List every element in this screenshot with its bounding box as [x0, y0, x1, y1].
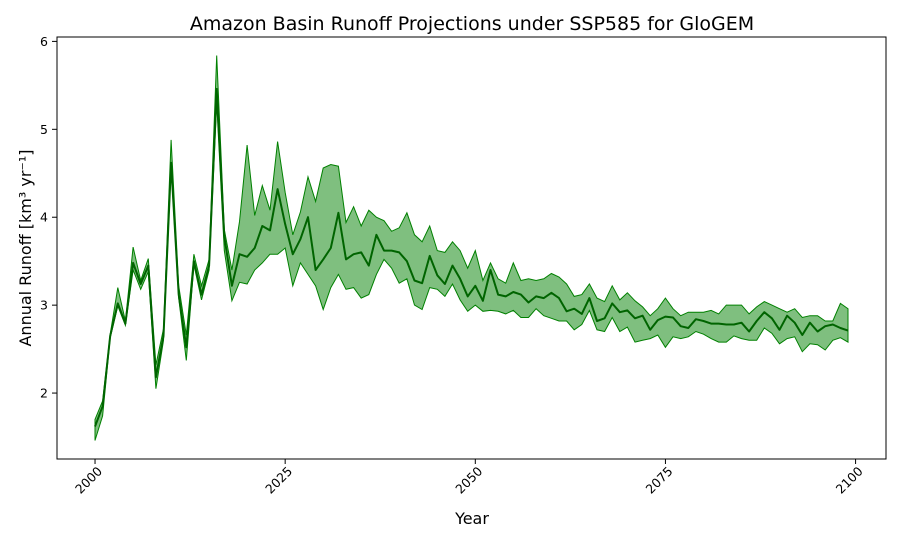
y-tick-label: 6	[40, 34, 48, 49]
plot-frame	[56, 36, 887, 460]
x-tick-label: 2050	[452, 463, 485, 496]
y-tick-label: 5	[40, 122, 48, 137]
y-tick-label: 3	[40, 298, 48, 313]
chart-title: Amazon Basin Runoff Projections under SS…	[190, 13, 754, 35]
y-axis: 2 3 4 5 6	[40, 34, 57, 401]
x-tick-label: 2025	[262, 464, 295, 497]
x-tick-label: 2100	[833, 463, 866, 496]
mean-runoff-line	[94, 87, 849, 427]
uncertainty-band	[94, 55, 849, 441]
x-tick-label: 2000	[72, 463, 105, 496]
y-axis-label: Annual Runoff [km³ yr⁻¹]	[16, 149, 35, 346]
x-axis-label: Year	[454, 509, 489, 528]
x-axis: 2000 2025 2050 2075 2100	[72, 459, 866, 497]
x-tick-label: 2075	[642, 464, 675, 497]
plot-area	[94, 55, 849, 441]
y-tick-label: 2	[40, 386, 48, 401]
y-tick-label: 4	[40, 210, 48, 225]
